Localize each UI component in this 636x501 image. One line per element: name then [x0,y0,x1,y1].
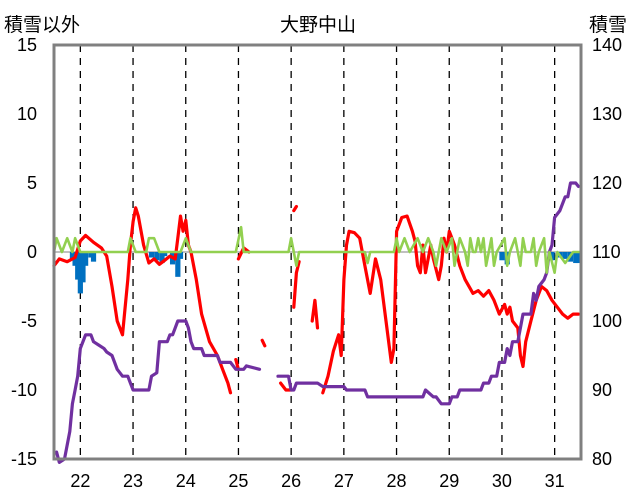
precip-bar-6 [88,252,94,258]
right-tick-label: 80 [592,449,612,469]
x-tick-label: 25 [228,471,248,491]
tick-labels: 15 10 5 0 -5 -10 -15 140 130 120 110 100 90 80 22 23 24 2… [11,35,622,491]
precip-bar-0 [69,252,76,259]
x-tick-label: 24 [176,471,196,491]
series-0-line-7 [310,298,320,330]
left-tick-label: 0 [27,242,37,262]
precip-bar-15 [177,252,184,259]
x-tick-label: 31 [545,471,565,491]
right-tick-label: 110 [592,242,621,262]
x-tick-label: 27 [334,471,354,491]
right-axis-title: 積雪 [589,15,628,36]
chart-title: 大野中山 [279,15,356,36]
left-tick-label: -10 [11,380,37,400]
series-0-line-5 [292,260,301,309]
x-tick-label: 22 [70,471,90,491]
left-tick-label: -15 [11,449,37,469]
right-tick-label: 90 [592,380,612,400]
precip-bar-20 [562,252,568,259]
plot-frame [52,43,583,461]
precip-bar-9 [154,252,160,261]
right-tick-label: 130 [592,104,622,124]
precip-bar-16 [499,252,505,261]
precip-bar-2 [75,252,81,280]
precip-bar-3 [77,252,83,294]
series-0-line-1 [234,358,240,371]
precip-bar-4 [80,252,86,283]
precip-bar-23 [575,252,581,264]
series-0-line-0 [52,206,233,395]
precip-bar-18 [549,252,555,261]
right-tick-label: 100 [592,311,622,331]
series-2-line-0 [52,225,583,275]
left-axis-title: 積雪以外 [4,15,81,36]
series-lines [52,181,583,464]
x-tick-label: 28 [387,471,407,491]
right-tick-label: 140 [592,35,622,55]
precip-bar-22 [573,252,579,264]
precip-bar-14 [175,252,181,277]
x-tick-label: 30 [492,471,512,491]
precip-bar-7 [90,252,97,262]
precip-bar-10 [159,252,165,264]
series-1-line-0 [54,319,262,464]
series-0-line-4 [279,381,293,392]
x-tick-label: 29 [439,471,459,491]
left-tick-label: 10 [17,104,37,124]
left-tick-label: 15 [17,35,37,55]
left-tick-label: 5 [27,173,37,193]
precip-bar-8 [148,252,155,258]
right-tick-label: 120 [592,173,622,193]
series-0-line-6 [292,204,298,213]
series-0-line-8 [321,214,581,395]
left-tick-label: -5 [21,311,37,331]
x-tick-label: 26 [281,471,301,491]
series-0-line-3 [260,338,267,348]
x-tick-label: 23 [123,471,143,491]
precip-bar-11 [162,252,168,257]
series-1-line-1 [276,181,581,406]
precip-bar-5 [83,252,89,266]
